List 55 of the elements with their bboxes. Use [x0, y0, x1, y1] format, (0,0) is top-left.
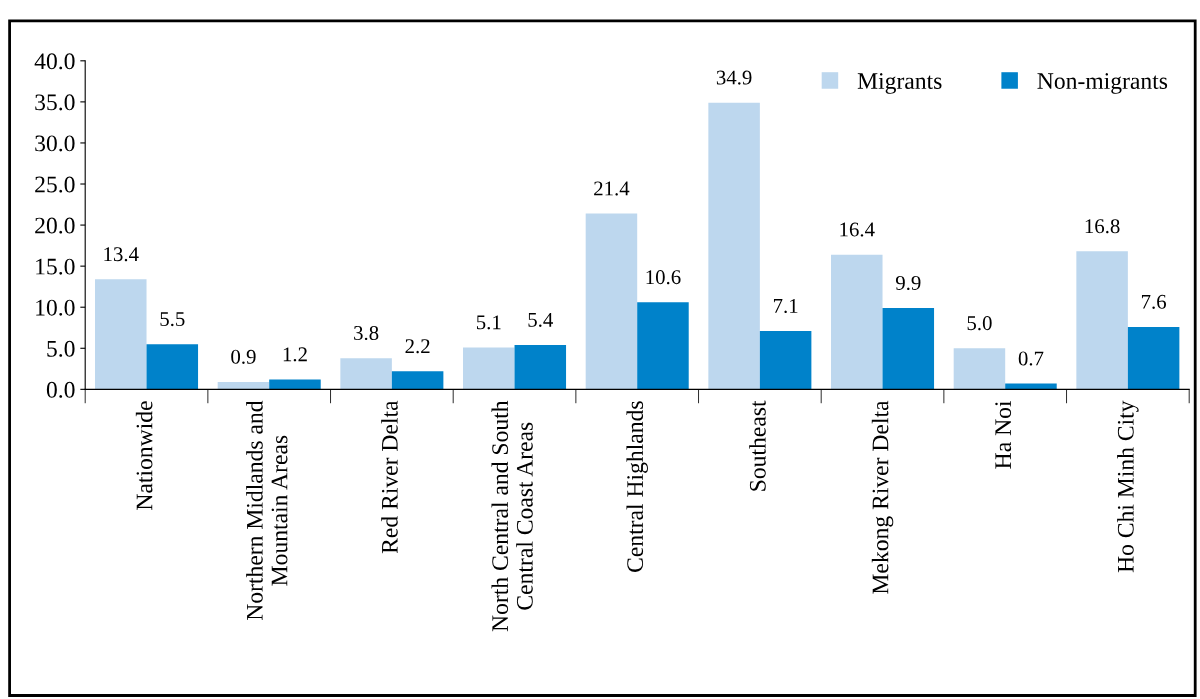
data-label: 13.4	[104, 247, 139, 262]
x-tick-label: Ho Chi Minh City	[1117, 400, 1139, 573]
bar	[882, 308, 935, 390]
bar	[391, 371, 444, 390]
data-label: 2.2	[405, 339, 430, 354]
data-label: 34.9	[716, 70, 752, 85]
data-label: 16.8	[1085, 219, 1120, 234]
data-label: 10.6	[646, 270, 681, 285]
bar	[217, 381, 270, 390]
x-tick-label: Red River Delta	[381, 400, 398, 554]
data-label: 7.1	[773, 298, 798, 313]
bar	[95, 279, 147, 390]
bar	[708, 102, 760, 390]
x-tick-label: Southeast	[749, 400, 766, 491]
bar	[463, 347, 515, 390]
legend-label: Migrants	[857, 73, 942, 94]
y-tick-label: 0.0	[46, 381, 75, 398]
y-tick-label: 10.0	[36, 299, 75, 316]
data-label: 7.6	[1141, 294, 1167, 309]
bar	[759, 331, 812, 390]
x-tick-label: Central Highlands	[626, 401, 648, 572]
bar	[1127, 326, 1180, 390]
data-label: 9.9	[895, 275, 921, 290]
data-label: 0.7	[1018, 351, 1044, 366]
bar	[831, 254, 883, 390]
y-tick-label: 20.0	[35, 217, 75, 234]
x-tick-label: Nationwide	[135, 401, 153, 510]
data-label: 5.0	[967, 316, 992, 331]
data-label: 5.5	[160, 312, 185, 327]
y-tick-label: 15.0	[36, 258, 75, 275]
bar	[585, 213, 638, 390]
bar	[514, 344, 567, 390]
y-tick-label: 30.0	[35, 135, 75, 152]
x-tick-label: Northern Midlands and Mountain Areas	[246, 400, 288, 621]
y-tick-label: 25.0	[35, 176, 75, 193]
y-tick-label: 5.0	[47, 340, 75, 357]
data-label: 5.4	[528, 312, 553, 327]
data-label: 3.8	[354, 325, 379, 341]
data-label: 1.2	[283, 347, 307, 362]
data-label: 21.4	[594, 181, 630, 196]
bar	[1076, 251, 1128, 390]
x-tick-label: North Central and South Central Coast Areas	[491, 400, 533, 632]
bar	[953, 348, 1006, 390]
bar	[269, 379, 321, 390]
bar	[146, 344, 199, 390]
legend-label: Non-migrants	[1037, 73, 1168, 94]
y-tick-label: 40.0	[34, 53, 75, 70]
bar	[637, 302, 689, 390]
x-tick-label: Mekong River Delta	[871, 400, 894, 594]
data-label: 16.4	[840, 222, 875, 237]
data-label: 5.1	[476, 315, 501, 330]
data-label: 0.9	[231, 349, 256, 364]
y-tick-label: 35.0	[35, 94, 75, 111]
x-tick-label: Ha Noi	[995, 400, 1012, 469]
bar	[340, 358, 392, 390]
